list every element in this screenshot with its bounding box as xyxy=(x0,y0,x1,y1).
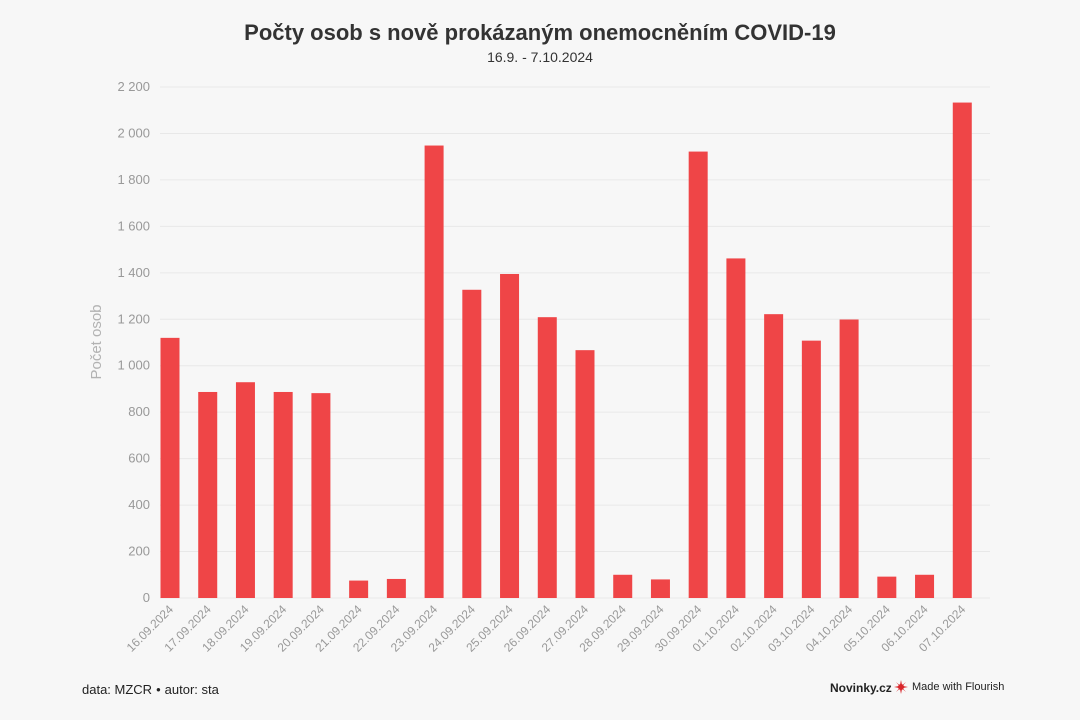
y-tick-label: 600 xyxy=(128,451,150,466)
bar-18.09.2024[interactable] xyxy=(235,382,255,598)
bar-26.09.2024[interactable] xyxy=(537,317,557,598)
bar-30.09.2024[interactable] xyxy=(688,151,708,598)
y-tick-label: 2 200 xyxy=(117,79,150,94)
flourish-label: Made with Flourish xyxy=(912,681,1005,693)
bar-19.09.2024[interactable] xyxy=(273,391,293,598)
separator: • xyxy=(156,682,161,697)
x-tick-labels: 16.09.202417.09.202418.09.202419.09.2024… xyxy=(124,602,969,655)
y-tick-label: 2 000 xyxy=(117,125,150,140)
bar-02.10.2024[interactable] xyxy=(764,314,784,598)
bar-22.09.2024[interactable] xyxy=(386,578,406,598)
bar-03.10.2024[interactable] xyxy=(801,340,821,598)
bar-24.09.2024[interactable] xyxy=(462,289,482,598)
bar-23.09.2024[interactable] xyxy=(424,145,444,599)
bar-20.09.2024[interactable] xyxy=(311,393,331,598)
y-axis-label: Počet osob xyxy=(88,304,105,379)
bar-21.09.2024[interactable] xyxy=(349,580,369,598)
y-tick-label: 1 800 xyxy=(117,172,150,187)
flourish-credit-link[interactable]: Made with Flourish xyxy=(894,680,1004,694)
bar-01.10.2024[interactable] xyxy=(726,258,746,598)
y-tick-label: 200 xyxy=(128,544,150,559)
y-tick-label: 0 xyxy=(143,590,150,605)
data-source: data: MZCR xyxy=(82,682,153,697)
bar-06.10.2024[interactable] xyxy=(915,574,935,598)
bar-05.10.2024[interactable] xyxy=(877,576,897,598)
y-tick-labels: 0 200 400 600 800 1 000 1 200 1 400 1 600 1 800 2 … xyxy=(117,79,150,605)
y-tick-label: 1 400 xyxy=(117,265,150,280)
footer-source: data: MZCR • autor: sta xyxy=(82,682,219,697)
bar-27.09.2024[interactable] xyxy=(575,350,595,598)
flourish-logo-icon xyxy=(894,680,908,694)
y-tick-label: 800 xyxy=(128,404,150,419)
bar-25.09.2024[interactable] xyxy=(500,273,520,598)
bar-04.10.2024[interactable] xyxy=(839,319,859,598)
bar-16.09.2024[interactable] xyxy=(160,337,180,598)
author: autor: sta xyxy=(164,682,219,697)
chart-title: Počty osob s nově prokázaným onemocněním… xyxy=(244,20,836,45)
novinky-brand-link[interactable]: Novinky.cz xyxy=(830,681,892,695)
bar-29.09.2024[interactable] xyxy=(650,579,670,598)
chart-subtitle: 16.9. - 7.10.2024 xyxy=(487,49,593,65)
bar-17.09.2024[interactable] xyxy=(198,391,218,598)
y-tick-label: 400 xyxy=(128,497,150,512)
y-tick-label: 1 600 xyxy=(117,218,150,233)
bar-07.10.2024[interactable] xyxy=(952,102,972,599)
bars xyxy=(160,102,972,599)
bar-28.09.2024[interactable] xyxy=(613,574,633,598)
y-tick-label: 1 200 xyxy=(117,311,150,326)
y-tick-label: 1 000 xyxy=(117,358,150,373)
